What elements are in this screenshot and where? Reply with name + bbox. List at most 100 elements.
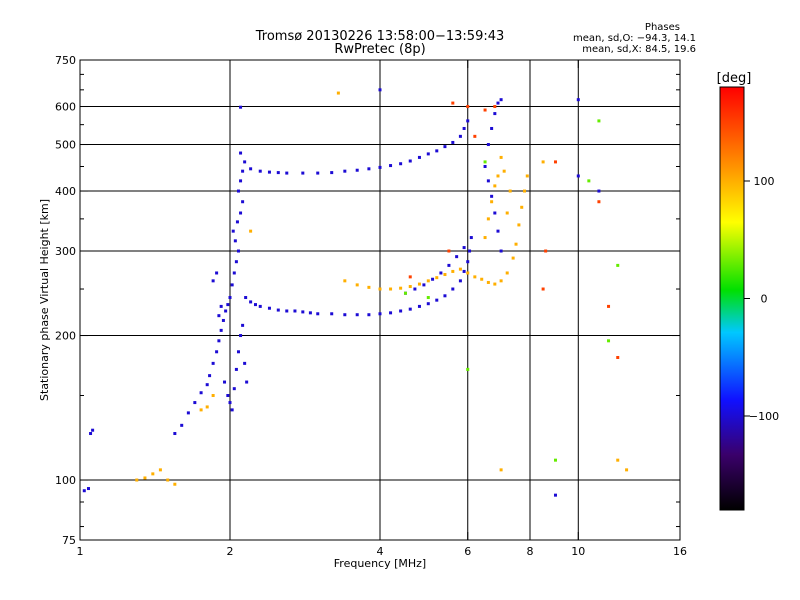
colorbar-tick-label: 100 [754,175,775,188]
data-point [451,101,455,105]
data-point [151,472,155,476]
data-point [243,361,247,365]
data-point [473,275,477,279]
data-point [553,458,557,462]
data-point [226,303,230,307]
data-point [399,286,403,290]
data-point [389,164,393,168]
data-point [523,189,527,193]
colorbar-tick-label: −100 [749,410,779,423]
data-point [180,423,184,427]
data-point [223,380,227,384]
data-point [219,304,223,308]
data-point [493,211,497,215]
data-point [408,307,412,311]
x-tick-label: 6 [464,545,471,558]
data-point [417,155,421,159]
data-point [241,200,245,204]
data-point [508,189,512,193]
data-point [447,249,451,253]
data-point [236,350,240,354]
data-point [91,428,95,432]
data-point [466,119,470,123]
data-point [234,260,238,264]
data-point [249,300,253,304]
data-point [193,401,197,405]
data-point [408,159,412,163]
data-points [82,88,629,497]
data-point [399,309,403,313]
data-point [276,171,280,175]
y-tick-label: 500 [55,139,76,152]
data-point [244,296,248,300]
data-point [616,458,620,462]
x-tick-label: 2 [227,545,234,558]
data-point [367,313,371,317]
data-point [520,205,524,209]
data-point [473,134,477,138]
data-point [499,98,503,102]
x-tick-label: 8 [527,545,534,558]
data-point [496,101,500,105]
data-point [249,167,253,171]
x-tick-label: 10 [571,545,585,558]
data-point [173,482,177,486]
data-point [330,171,334,175]
data-point [230,408,234,412]
data-point [186,411,190,415]
y-tick-label: 75 [62,534,76,547]
data-point [496,174,500,178]
data-point [166,478,170,482]
data-point [517,223,521,227]
data-point [493,105,497,109]
data-point [135,478,139,482]
data-point [462,269,466,273]
data-point [226,394,230,398]
data-point [417,282,421,286]
data-point [413,287,417,291]
stats-x-mode: mean, sd,X: 84.5, 19.6 [582,44,696,55]
data-point [208,374,212,378]
data-point [219,328,223,332]
colorbar-ticks: 100 0 −100 [744,175,779,423]
data-point [435,298,439,302]
data-point [486,179,490,183]
colorbar-gradient [719,86,745,511]
y-tick-label: 750 [55,54,76,67]
data-point [228,296,232,300]
data-point [597,200,601,204]
y-tick-label: 400 [55,185,76,198]
data-point [607,339,611,343]
data-point [267,306,271,310]
data-point [490,200,494,204]
axis-ticks [79,59,681,541]
data-point [435,149,439,153]
data-point [458,267,462,271]
data-point [239,105,243,109]
data-point [399,162,403,166]
data-point [493,112,497,116]
x-tick-label: 4 [377,545,384,558]
data-point [486,143,490,147]
data-point [143,476,147,480]
data-point [336,91,340,95]
data-point [431,277,435,281]
data-point [544,249,548,253]
data-point [417,304,421,308]
data-point [490,126,494,130]
chart-subtitle: RwPretec (8p) [334,42,425,57]
data-point [239,179,243,183]
data-point [205,405,209,409]
data-point [499,249,503,253]
data-point [245,380,249,384]
data-point [616,263,620,267]
data-point [486,280,490,284]
data-point [607,304,611,308]
data-point [408,275,412,279]
data-point [285,171,289,175]
data-point [597,119,601,123]
data-point [462,246,466,250]
stats-o-mode: mean, sd,O: −94.3, 14.1 [573,33,696,44]
colorbar-tick-label: 0 [761,293,768,306]
data-point [86,487,90,491]
